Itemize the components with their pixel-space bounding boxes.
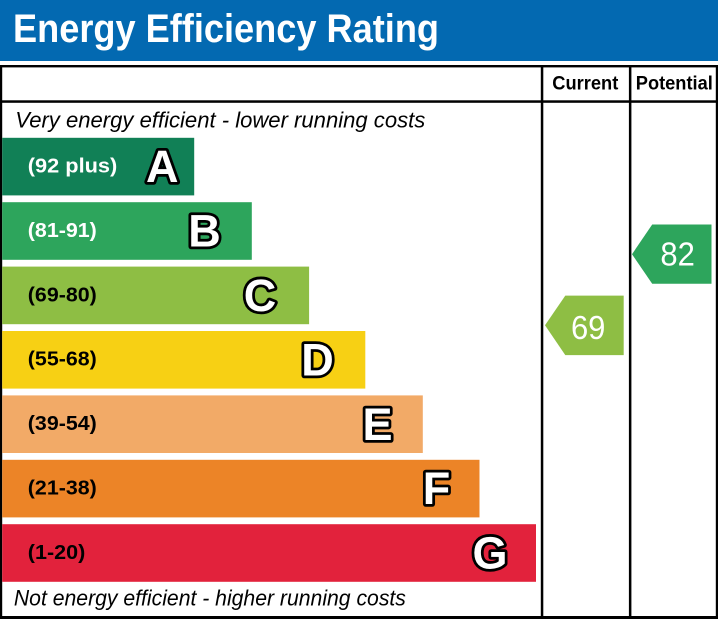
- svg-text:G: G: [472, 528, 507, 579]
- svg-text:C: C: [244, 270, 277, 321]
- svg-text:Potential: Potential: [636, 73, 713, 95]
- svg-text:(39-54): (39-54): [28, 413, 97, 435]
- svg-text:E: E: [362, 399, 392, 450]
- svg-text:69: 69: [571, 309, 606, 346]
- svg-text:D: D: [301, 334, 334, 385]
- svg-text:(92 plus): (92 plus): [28, 156, 118, 178]
- svg-text:82: 82: [660, 236, 695, 273]
- svg-text:(55-68): (55-68): [28, 349, 97, 371]
- svg-text:Very energy efficient - lower: Very energy efficient - lower running co…: [15, 108, 425, 133]
- svg-text:(81-91): (81-91): [28, 220, 97, 242]
- svg-text:(69-80): (69-80): [28, 284, 97, 306]
- svg-text:A: A: [146, 141, 179, 192]
- svg-text:(1-20): (1-20): [28, 542, 86, 564]
- svg-text:Energy Efficiency Rating: Energy Efficiency Rating: [13, 7, 439, 51]
- svg-text:F: F: [423, 463, 451, 514]
- svg-text:Current: Current: [552, 73, 618, 95]
- svg-text:Not energy efficient - higher: Not energy efficient - higher running co…: [14, 586, 406, 611]
- svg-text:(21-38): (21-38): [28, 478, 97, 500]
- svg-text:B: B: [188, 206, 221, 257]
